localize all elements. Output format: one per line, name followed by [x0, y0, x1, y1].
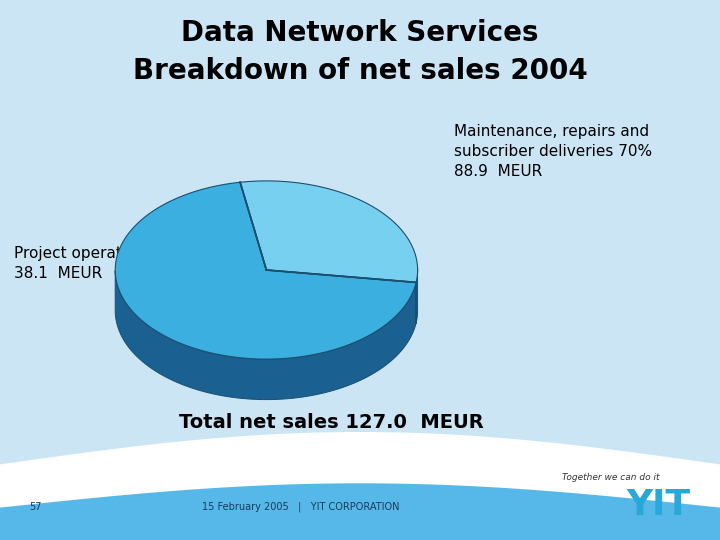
Text: 15 February 2005   |   YIT CORPORATION: 15 February 2005 | YIT CORPORATION — [202, 501, 399, 512]
Polygon shape — [115, 183, 416, 359]
Text: Total net sales 127.0  MEUR: Total net sales 127.0 MEUR — [179, 413, 484, 432]
Polygon shape — [240, 181, 418, 282]
Text: YIT: YIT — [626, 488, 691, 522]
Polygon shape — [0, 483, 720, 540]
Polygon shape — [115, 271, 416, 400]
Polygon shape — [416, 268, 418, 323]
Polygon shape — [0, 432, 720, 540]
Text: Together we can do it: Together we can do it — [562, 472, 659, 482]
Text: Project operations 30%
38.1  MEUR: Project operations 30% 38.1 MEUR — [14, 246, 192, 280]
Text: Breakdown of net sales 2004: Breakdown of net sales 2004 — [132, 57, 588, 85]
Text: 57: 57 — [29, 502, 41, 511]
Text: Maintenance, repairs and
subscriber deliveries 70%
88.9  MEUR: Maintenance, repairs and subscriber deli… — [454, 124, 652, 179]
Text: Data Network Services: Data Network Services — [181, 19, 539, 47]
